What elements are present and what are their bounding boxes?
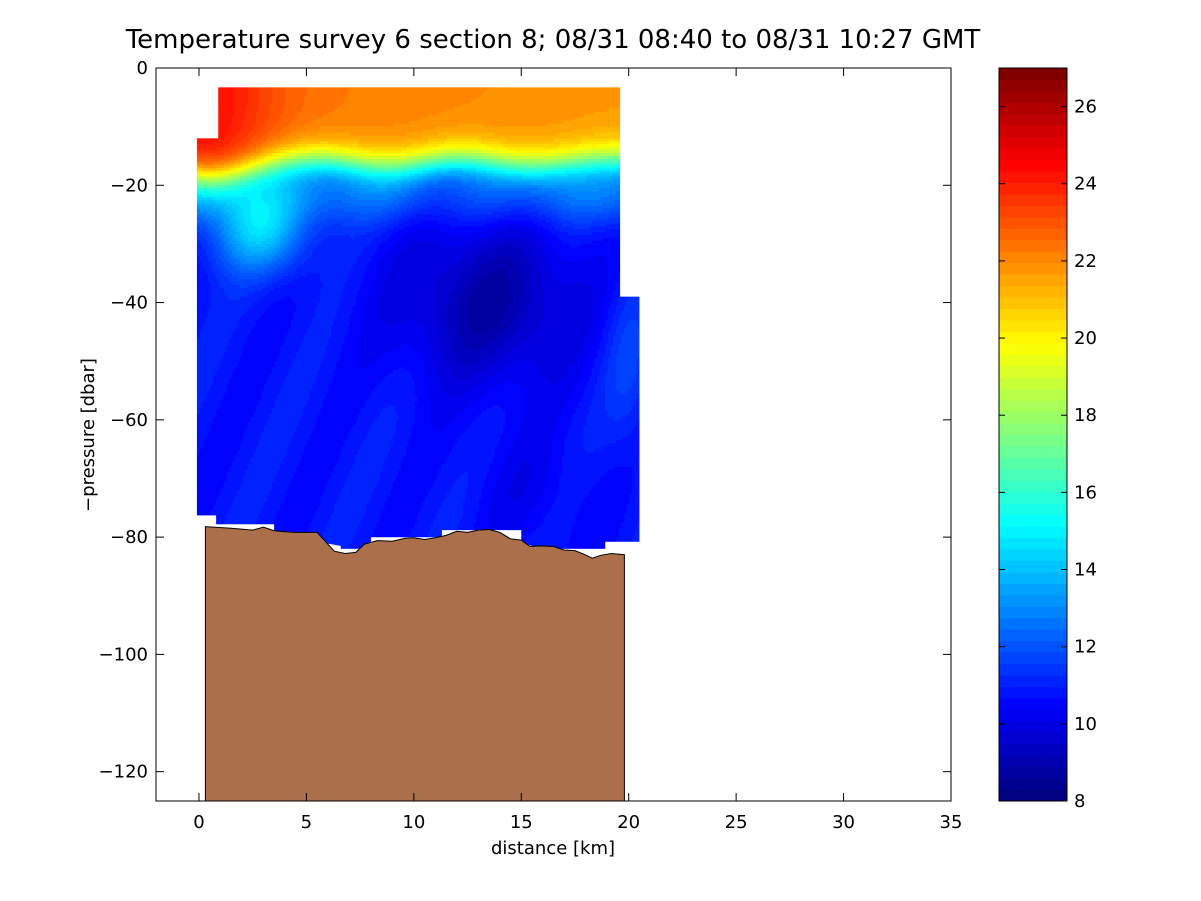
colorbar-swatch (999, 698, 1067, 710)
x-tick-label: 10 (402, 812, 425, 833)
colorbar-swatch (999, 183, 1067, 195)
colorbar-swatch (999, 538, 1067, 550)
colorbar-swatch (999, 446, 1067, 458)
colorbar-swatch (999, 309, 1067, 321)
colorbar-swatch (999, 606, 1067, 618)
colorbar-tick-label: 24 (1074, 174, 1097, 195)
colorbar-swatch (999, 778, 1067, 790)
colorbar-swatch (999, 583, 1067, 595)
colorbar-swatch (999, 228, 1067, 240)
colorbar-swatch (999, 297, 1067, 309)
colorbar-swatch (999, 91, 1067, 103)
x-tick-label: 15 (510, 812, 533, 833)
colorbar-swatch (999, 125, 1067, 137)
colorbar: 8 10 12 14 16 18 20 22 24 26 (999, 68, 1097, 812)
bathymetry-seafloor (205, 527, 624, 813)
colorbar-swatch (999, 423, 1067, 435)
y-tick-label: 0 (137, 58, 148, 79)
colorbar-swatch (999, 343, 1067, 355)
colorbar-swatch (999, 744, 1067, 756)
colorbar-swatch (999, 492, 1067, 504)
y-tick-label: −40 (110, 293, 148, 314)
colorbar-swatch (999, 205, 1067, 217)
colorbar-swatch (999, 618, 1067, 630)
colorbar-swatch (999, 79, 1067, 91)
plot-area (156, 68, 951, 813)
colorbar-tick-label: 8 (1074, 791, 1085, 812)
x-tick-label: 35 (940, 812, 963, 833)
colorbar-swatch (999, 732, 1067, 744)
colorbar-tick-label: 20 (1074, 328, 1097, 349)
colorbar-swatch (999, 400, 1067, 412)
colorbar-swatch (999, 377, 1067, 389)
colorbar-swatch (999, 664, 1067, 676)
colorbar-swatch (999, 263, 1067, 275)
colorbar-swatch (999, 251, 1067, 263)
colorbar-swatch (999, 503, 1067, 515)
colorbar-tick-label: 14 (1074, 560, 1097, 581)
colorbar-swatch (999, 709, 1067, 721)
x-axis-label: distance [km] (491, 838, 615, 859)
colorbar-tick-label: 22 (1074, 251, 1097, 272)
colorbar-swatch (999, 354, 1067, 366)
colorbar-swatch (999, 389, 1067, 401)
colorbar-swatch (999, 560, 1067, 572)
x-tick-label: 25 (725, 812, 748, 833)
colorbar-swatch (999, 217, 1067, 229)
colorbar-swatch (999, 331, 1067, 343)
colorbar-swatch (999, 755, 1067, 767)
colorbar-swatch (999, 68, 1067, 80)
x-tick-label: 20 (617, 812, 640, 833)
colorbar-swatch (999, 435, 1067, 447)
colorbar-swatch (999, 652, 1067, 664)
colorbar-swatch (999, 686, 1067, 698)
colorbar-swatch (999, 515, 1067, 527)
colorbar-tick-label: 16 (1074, 482, 1097, 503)
y-axis-label: −pressure [dbar] (78, 358, 99, 512)
colorbar-swatch (999, 194, 1067, 206)
colorbar-swatch (999, 137, 1067, 149)
colorbar-swatch (999, 366, 1067, 378)
colorbar-swatch (999, 790, 1067, 802)
colorbar-swatch (999, 457, 1067, 469)
x-tick-label: 0 (193, 812, 204, 833)
temperature-field (197, 86, 641, 562)
colorbar-tick-label: 12 (1074, 637, 1097, 658)
y-tick-label: −80 (110, 527, 148, 548)
colorbar-swatch (999, 412, 1067, 424)
colorbar-swatch (999, 160, 1067, 172)
y-tick-label: −20 (110, 175, 148, 196)
colorbar-swatch (999, 171, 1067, 183)
colorbar-swatch (999, 286, 1067, 298)
y-tick-label: −60 (110, 410, 148, 431)
colorbar-swatch (999, 102, 1067, 114)
colorbar-swatch (999, 148, 1067, 160)
colorbar-swatch (999, 572, 1067, 584)
colorbar-swatch (999, 595, 1067, 607)
colorbar-swatch (999, 767, 1067, 779)
x-tick-label: 5 (301, 812, 312, 833)
colorbar-swatch (999, 469, 1067, 481)
colorbar-swatch (999, 629, 1067, 641)
colorbar-swatch (999, 114, 1067, 126)
colorbar-swatch (999, 480, 1067, 492)
colorbar-swatch (999, 240, 1067, 252)
x-tick-label: 30 (832, 812, 855, 833)
colorbar-swatch (999, 675, 1067, 687)
colorbar-tick-label: 10 (1074, 714, 1097, 735)
colorbar-swatch (999, 549, 1067, 561)
colorbar-tick-label: 26 (1074, 97, 1097, 118)
colorbar-swatch (999, 641, 1067, 653)
colorbar-tick-label: 18 (1074, 405, 1097, 426)
y-tick-label: −100 (99, 644, 148, 665)
colorbar-swatch (999, 526, 1067, 538)
colorbar-swatch (999, 274, 1067, 286)
colorbar-swatch (999, 320, 1067, 332)
y-tick-label: −120 (99, 762, 148, 783)
colorbar-swatch (999, 721, 1067, 733)
chart-title: Temperature survey 6 section 8; 08/31 08… (125, 25, 981, 55)
